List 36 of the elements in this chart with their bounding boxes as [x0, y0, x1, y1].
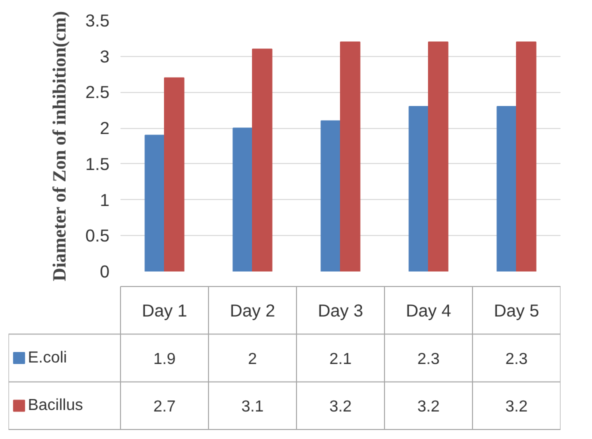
bar: [408, 106, 429, 272]
bar: [496, 106, 517, 272]
bar: [164, 77, 184, 272]
y-tick-label: 1.5: [85, 154, 110, 174]
data-label: 2.3: [505, 351, 528, 368]
data-label: 1.9: [153, 351, 176, 368]
bar: [340, 42, 360, 272]
data-label: 3.2: [329, 398, 352, 416]
bar: [516, 42, 536, 272]
bar: [144, 134, 165, 272]
legend-label: Bacillus: [28, 397, 83, 414]
bar: [232, 128, 253, 272]
data-label: 2.7: [153, 398, 176, 416]
y-tick-label: 0: [100, 262, 110, 282]
data-label: 3.1: [241, 398, 264, 416]
data-label: 3.2: [417, 398, 440, 416]
x-tick-label: Day 1: [142, 300, 188, 320]
bar: [320, 120, 341, 272]
data-label: 2.1: [329, 351, 352, 368]
data-label: 2: [248, 351, 258, 368]
bar: [428, 42, 448, 272]
y-axis-title: Diameter of Zon of inhibition(cm): [49, 11, 70, 282]
bar: [252, 48, 272, 272]
y-tick-label: 2: [100, 118, 110, 138]
x-tick-label: Day 5: [494, 300, 540, 320]
x-tick-label: Day 4: [406, 300, 452, 320]
y-tick-label: 0.5: [85, 226, 110, 246]
data-label: 3.2: [505, 398, 528, 416]
y-tick-label: 1: [100, 190, 110, 210]
x-tick-label: Day 2: [230, 300, 276, 320]
legend-label: E.coli: [28, 350, 67, 366]
x-tick-label: Day 3: [318, 300, 364, 320]
y-tick-label: 2.5: [85, 82, 110, 102]
y-tick-label: 3.5: [85, 10, 110, 30]
data-label: 2.3: [417, 351, 440, 368]
y-tick-label: 3: [100, 46, 110, 66]
